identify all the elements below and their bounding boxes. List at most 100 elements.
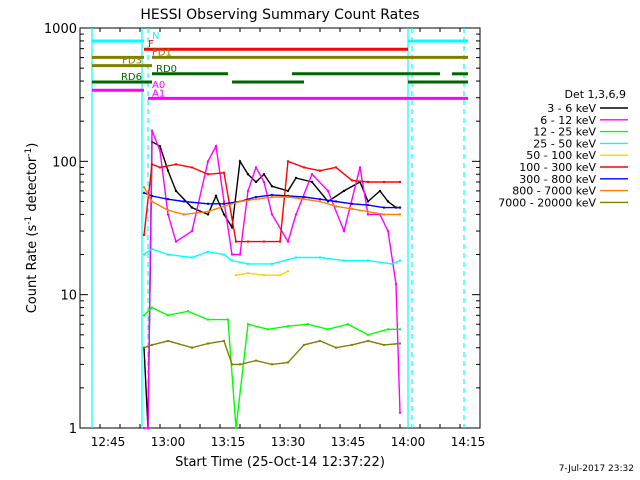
data-point bbox=[286, 361, 290, 364]
data-point bbox=[246, 189, 250, 193]
series-line bbox=[143, 248, 401, 265]
data-point bbox=[306, 323, 310, 326]
data-point bbox=[262, 273, 266, 277]
data-point bbox=[150, 343, 154, 347]
data-point bbox=[334, 200, 338, 203]
data-point bbox=[294, 256, 298, 259]
data-point bbox=[150, 306, 154, 309]
data-point bbox=[278, 240, 282, 243]
data-point bbox=[270, 213, 274, 216]
data-point bbox=[230, 363, 234, 366]
legend-label: 800 - 7000 keV bbox=[512, 185, 596, 198]
data-point bbox=[186, 310, 190, 313]
y-axis-ticks: 1 10 100 1000 bbox=[44, 22, 480, 437]
data-point bbox=[286, 240, 290, 243]
data-point bbox=[166, 314, 170, 317]
data-point bbox=[230, 226, 234, 229]
data-point bbox=[366, 339, 370, 343]
data-point bbox=[294, 176, 298, 180]
data-point bbox=[222, 253, 226, 256]
data-point bbox=[326, 189, 330, 193]
data-point bbox=[390, 262, 394, 266]
data-point bbox=[158, 166, 162, 169]
data-point bbox=[142, 185, 146, 189]
data-point bbox=[254, 197, 258, 201]
data-point bbox=[254, 180, 258, 184]
data-point bbox=[398, 259, 402, 262]
data-point bbox=[286, 325, 290, 328]
data-point bbox=[342, 189, 346, 193]
data-point bbox=[246, 240, 250, 243]
data-point bbox=[206, 250, 210, 253]
data-point bbox=[262, 180, 266, 184]
flag-bar-label: RD0 bbox=[156, 64, 177, 75]
series-line bbox=[144, 130, 401, 429]
data-point bbox=[254, 195, 258, 199]
data-point bbox=[382, 213, 386, 216]
data-point bbox=[166, 209, 170, 212]
data-point bbox=[150, 129, 154, 132]
flag-bar-label: N bbox=[152, 31, 159, 42]
data-point bbox=[206, 210, 210, 213]
data-point bbox=[366, 203, 370, 207]
series-lines bbox=[142, 129, 402, 430]
data-point bbox=[366, 210, 370, 213]
data-point bbox=[142, 253, 146, 256]
data-point bbox=[262, 240, 266, 243]
data-point bbox=[182, 213, 186, 216]
data-point bbox=[246, 271, 250, 275]
data-point bbox=[222, 202, 226, 206]
data-point bbox=[206, 213, 210, 216]
data-point bbox=[310, 173, 314, 176]
legend-label: 6 - 12 keV bbox=[540, 114, 596, 127]
data-point bbox=[262, 173, 266, 176]
data-point bbox=[190, 346, 194, 349]
data-point bbox=[166, 197, 170, 201]
data-point bbox=[398, 180, 402, 184]
data-point bbox=[142, 426, 146, 430]
data-point bbox=[238, 160, 242, 163]
x-axis-ticks: 12:45 13:00 13:15 13:30 13:45 14:00 14:15 bbox=[79, 28, 486, 449]
legend-label: 3 - 6 keV bbox=[547, 102, 596, 115]
flag-bar-label: F bbox=[148, 39, 154, 50]
x-tick-label: 13:30 bbox=[271, 435, 306, 449]
data-point bbox=[146, 426, 150, 430]
y-tick-label: 100 bbox=[52, 155, 77, 170]
data-point bbox=[342, 259, 346, 262]
data-point bbox=[334, 166, 338, 169]
data-point bbox=[302, 195, 306, 199]
data-point bbox=[150, 163, 154, 166]
data-point bbox=[206, 318, 210, 321]
data-point bbox=[238, 363, 242, 366]
x-tick-label: 13:15 bbox=[211, 435, 246, 449]
x-tick-label: 12:45 bbox=[91, 435, 126, 449]
data-point bbox=[398, 411, 402, 415]
data-point bbox=[222, 339, 226, 343]
data-point bbox=[386, 328, 390, 331]
flag-bar-label: RD6 bbox=[121, 72, 142, 83]
x-tick-label: 14:15 bbox=[451, 435, 486, 449]
data-point bbox=[254, 166, 258, 169]
data-point bbox=[238, 253, 242, 256]
data-point bbox=[190, 166, 194, 169]
flag-bar-label: FD3 bbox=[122, 56, 142, 67]
data-point bbox=[158, 144, 162, 148]
legend-label: 300 - 800 keV bbox=[519, 173, 596, 186]
data-point bbox=[286, 269, 290, 273]
data-point bbox=[190, 229, 194, 233]
y-tick-label: 10 bbox=[60, 289, 77, 304]
data-point bbox=[246, 173, 250, 176]
x-axis-label: Start Time (25-Oct-14 12:37:22) bbox=[175, 455, 385, 470]
legend-label: 7000 - 20000 keV bbox=[498, 196, 596, 209]
data-point bbox=[318, 197, 322, 201]
data-point bbox=[286, 195, 290, 199]
data-point bbox=[166, 213, 170, 216]
data-point bbox=[270, 262, 274, 266]
data-point bbox=[398, 213, 402, 216]
data-point bbox=[270, 363, 274, 366]
series-line bbox=[143, 340, 401, 366]
legend-label: 100 - 300 keV bbox=[519, 161, 596, 174]
data-point bbox=[150, 247, 154, 251]
